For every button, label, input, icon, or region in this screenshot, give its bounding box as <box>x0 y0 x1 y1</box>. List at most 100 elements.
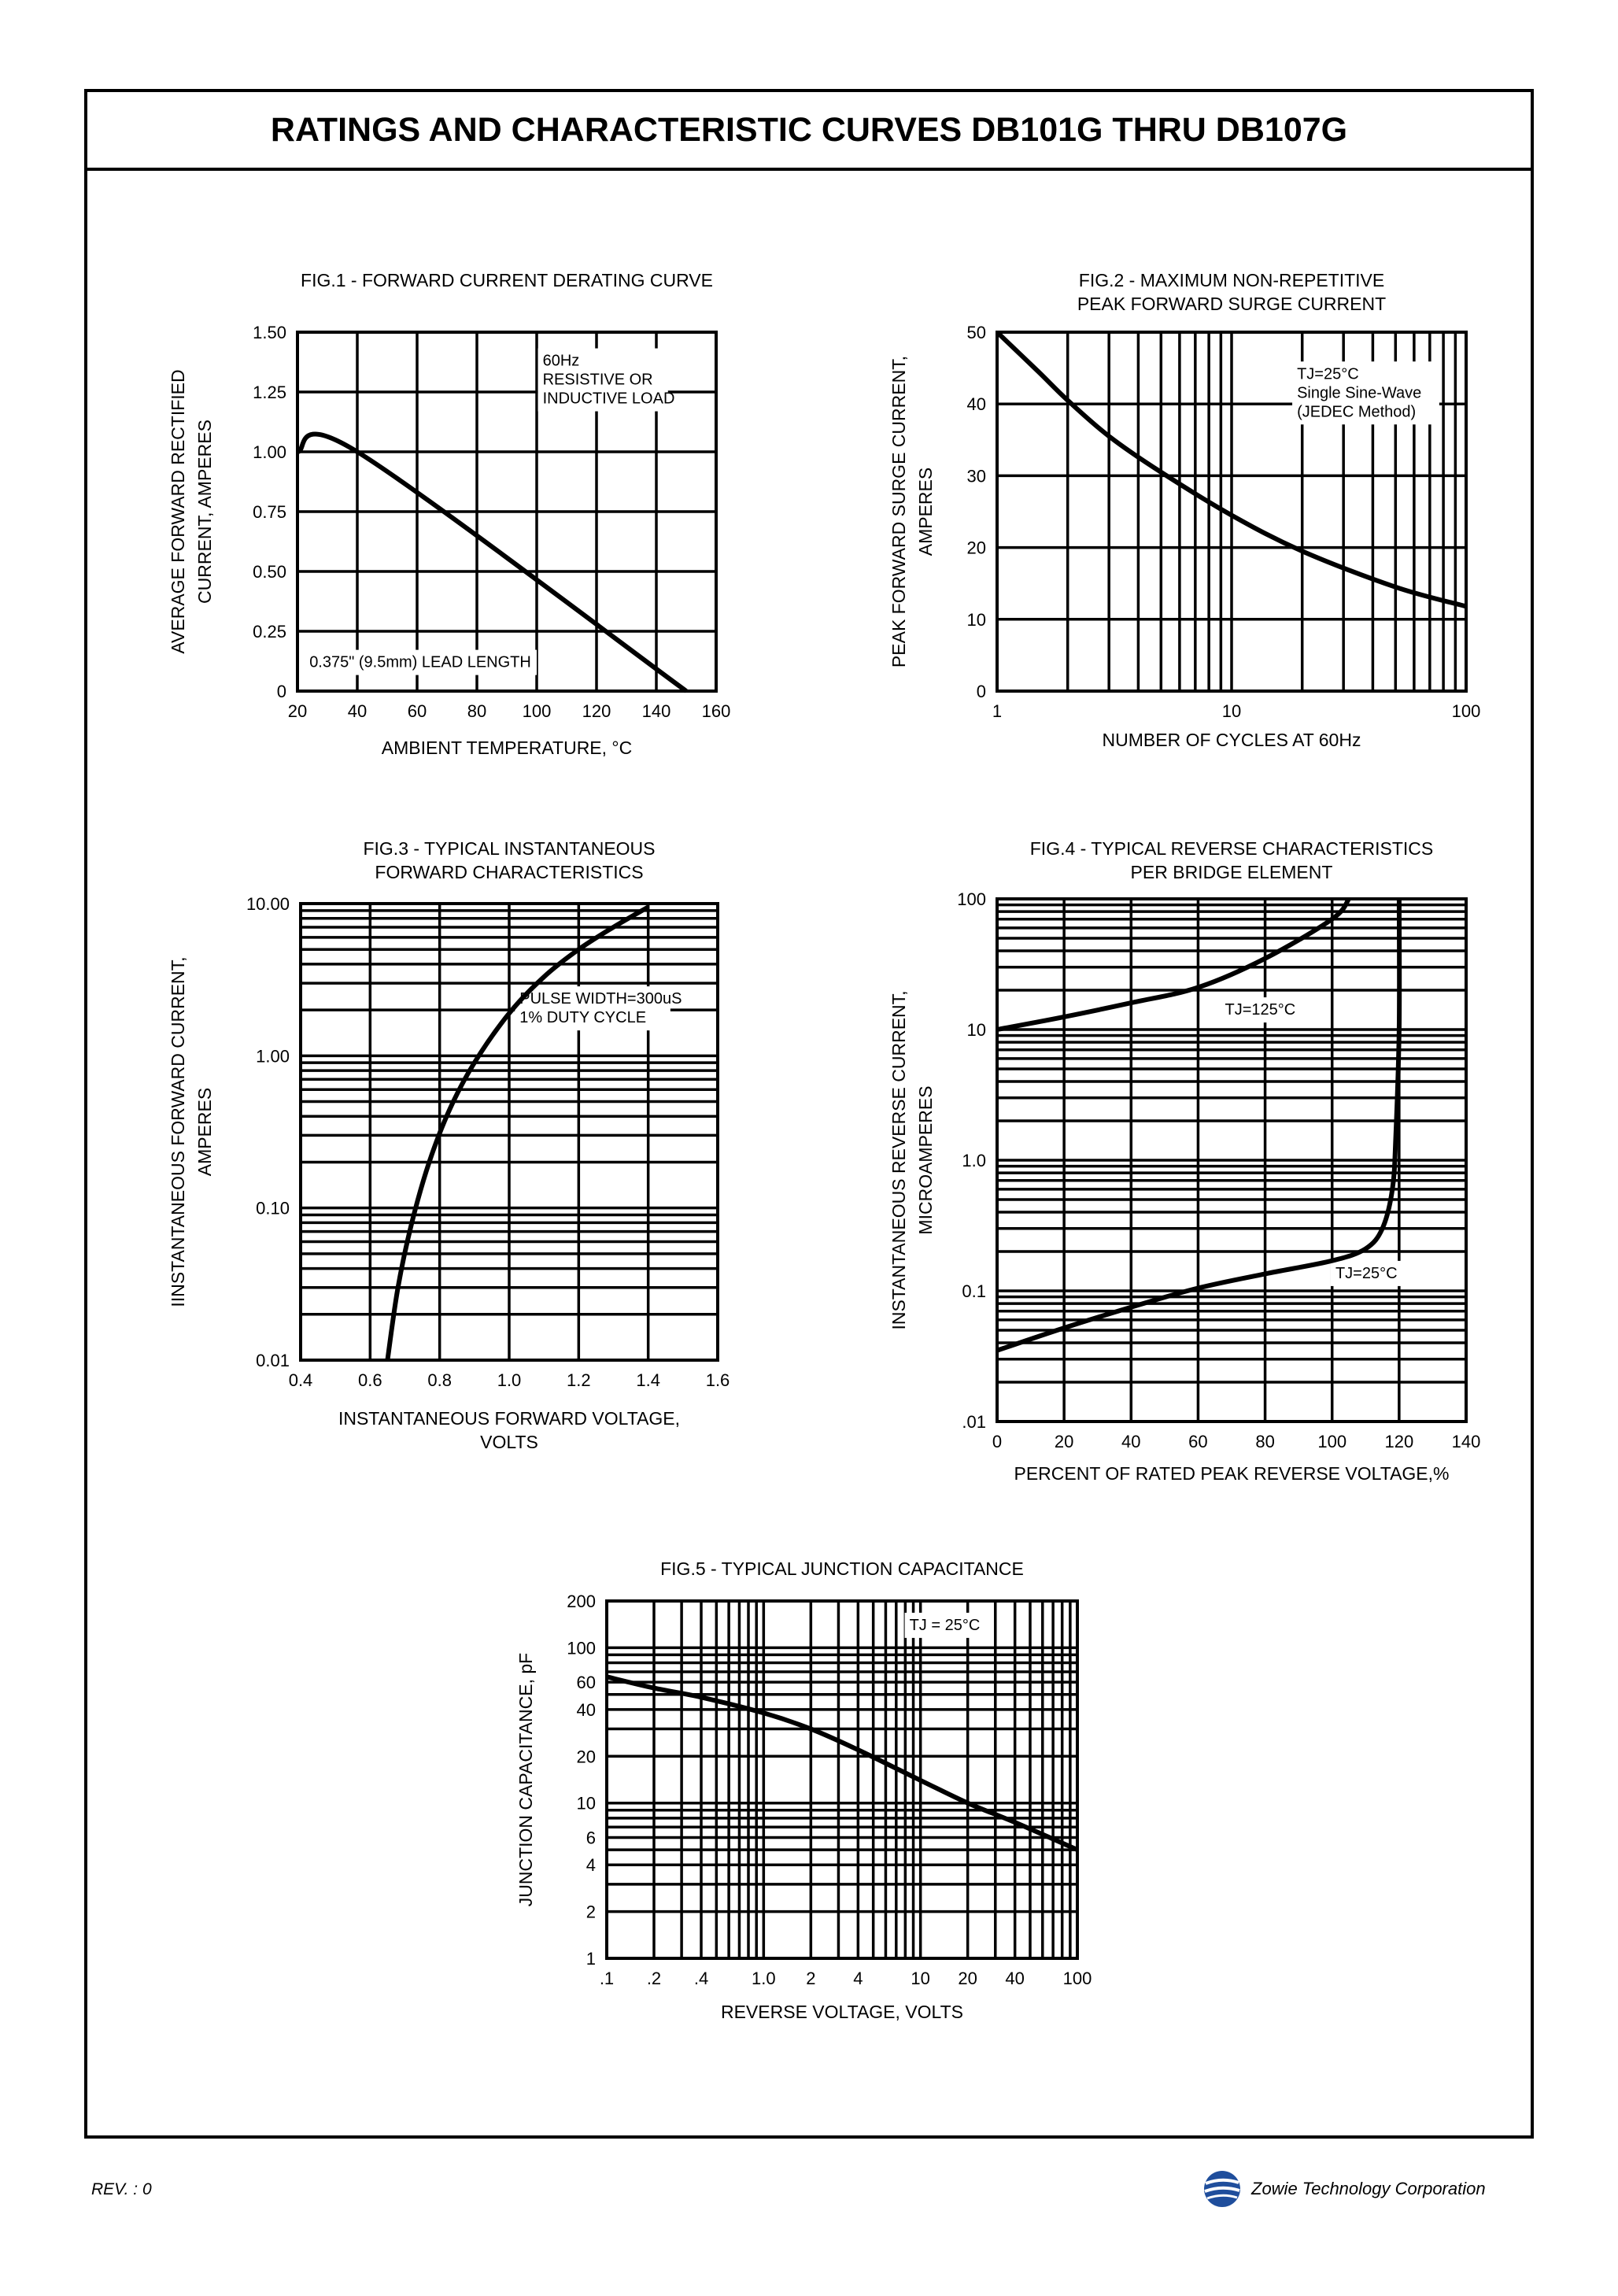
fig1-annotation-box <box>537 348 668 412</box>
fig4-annotation: TJ=125°C <box>1225 1001 1295 1019</box>
fig2-plot-border <box>996 331 1468 693</box>
fig5-ytick-label: 4 <box>586 1855 596 1875</box>
fig4-xtick-label: 60 <box>1188 1432 1207 1451</box>
fig4-plot-border <box>996 897 1468 1423</box>
fig1-xtick-label: 100 <box>523 701 552 721</box>
fig3-ytick-label: 0.01 <box>256 1351 290 1370</box>
fig1-ytick-label: 0.50 <box>253 562 286 582</box>
fig5-xtick-label: 40 <box>1005 1969 1024 1988</box>
fig3-xtick-label: 1.4 <box>636 1370 660 1390</box>
fig2-annotation: (JEDEC Method) <box>1297 403 1416 420</box>
fig5-xtick-label: 10 <box>911 1969 929 1988</box>
fig4-xtick-label: 0 <box>992 1432 1002 1451</box>
fig3-xlabel: VOLTS <box>480 1432 538 1452</box>
fig1-ytick-label: 0 <box>277 682 286 701</box>
fig2-ytick-label: 30 <box>967 466 986 486</box>
fig1-xtick-label: 140 <box>642 701 671 721</box>
fig3-chart: 0.4 0.6 0.8 1.0 1.2 1.4 1.6 0.01 0.10 1.00 10.00 FI… <box>168 838 730 1452</box>
fig5-series-line <box>606 1674 1079 1852</box>
fig3-series-line <box>385 904 650 1361</box>
fig4-xtick-label: 40 <box>1121 1432 1140 1451</box>
fig1-ytick-label: 1.00 <box>253 442 286 462</box>
fig1-annotation-box <box>305 649 537 675</box>
fig3-xlabel: INSTANTANEOUS FORWARD VOLTAGE, <box>338 1408 680 1429</box>
fig4-annotation-box <box>1220 997 1299 1023</box>
fig4-xlabel: PERCENT OF RATED PEAK REVERSE VOLTAGE,% <box>1014 1463 1450 1484</box>
fig4-title: FIG.4 - TYPICAL REVERSE CHARACTERISTICS <box>1030 838 1434 859</box>
fig5-ytick-label: 10 <box>577 1794 596 1814</box>
fig2-ytick-label: 20 <box>967 538 986 558</box>
fig5-xtick-label: 20 <box>958 1969 977 1988</box>
fig5-plot-border <box>605 1599 1079 1960</box>
fig2-title: FIG.2 - MAXIMUM NON-REPETITIVE <box>1079 270 1384 290</box>
fig5-ytick-label: 20 <box>577 1747 596 1766</box>
fig3-xtick-label: 0.8 <box>427 1370 452 1390</box>
fig3-ytick-label: 0.10 <box>256 1199 290 1218</box>
fig2-title: PEAK FORWARD SURGE CURRENT <box>1077 294 1386 314</box>
fig4-ylabel: INSTANTANEOUS REVERSE CURRENT, <box>888 990 909 1329</box>
fig1-annotation: RESISTIVE OR <box>543 372 653 389</box>
fig4-annotation-box <box>1330 1260 1402 1286</box>
fig3-annotation: 1% DUTY CYCLE <box>519 1009 646 1026</box>
page-title: RATINGS AND CHARACTERISTIC CURVES DB101G… <box>270 110 1348 149</box>
fig4-annotation: TJ=25°C <box>1335 1265 1398 1282</box>
page-frame: RATINGS AND CHARACTERISTIC CURVES DB101G… <box>84 89 1534 2139</box>
fig4-xtick-label: 100 <box>1317 1432 1346 1451</box>
fig2-ytick-label: 40 <box>967 394 986 414</box>
fig1-xtick-label: 160 <box>702 701 731 721</box>
fig5-ytick-label: 100 <box>567 1638 596 1658</box>
fig1-ylabel: CURRENT, AMPERES <box>194 420 215 604</box>
fig5-xlabel: REVERSE VOLTAGE, VOLTS <box>721 2002 963 2022</box>
fig4-xtick-label: 120 <box>1384 1432 1413 1451</box>
fig4-xtick-label: 20 <box>1055 1432 1073 1451</box>
fig3-ylabel: IINSTANTANEOUS FORWARD CURRENT, <box>168 956 188 1307</box>
fig2-ytick-label: 10 <box>967 610 986 630</box>
fig3-xtick-label: 1.6 <box>706 1370 730 1390</box>
fig1-xtick-label: 20 <box>288 701 307 721</box>
fig2-annotation-box <box>1292 361 1439 425</box>
fig3-annotation: PULSE WIDTH=300uS <box>519 990 682 1008</box>
fig5-ytick-label: 200 <box>567 1592 596 1611</box>
fig1-plot-border <box>296 331 718 693</box>
fig4-series-line <box>996 898 1402 1353</box>
fig1-series-line <box>297 431 688 693</box>
fig1-annotation: 0.375" (9.5mm) LEAD LENGTH <box>309 654 531 671</box>
fig5-ytick-label: 1 <box>586 1949 596 1969</box>
fig5-xtick-label: 2 <box>806 1969 815 1988</box>
fig3-title: FORWARD CHARACTERISTICS <box>375 862 643 882</box>
fig3-plot-border <box>299 902 719 1362</box>
fig4-xtick-label: 140 <box>1452 1432 1481 1451</box>
fig5-ytick-label: 6 <box>586 1828 596 1847</box>
fig5-annotation-box <box>904 1612 992 1638</box>
fig2-xtick-label: 1 <box>992 701 1002 721</box>
fig4-ytick-label: 10 <box>967 1020 986 1040</box>
title-bar: RATINGS AND CHARACTERISTIC CURVES DB101G… <box>87 92 1531 171</box>
fig1-annotation: 60Hz <box>543 353 580 370</box>
fig3-xtick-label: 1.0 <box>497 1370 522 1390</box>
fig5-xtick-label: 4 <box>853 1969 863 1988</box>
fig5-ytick-label: 60 <box>577 1673 596 1692</box>
fig2-ylabel: PEAK FORWARD SURGE CURRENT, <box>888 356 909 667</box>
fig4-ylabel: MICROAMPERES <box>915 1085 936 1234</box>
fig1-chart: 20 40 60 80 100 120 140 160 0 0.25 0.50 0.75 1.00 1.2… <box>168 270 730 758</box>
fig3-title: FIG.3 - TYPICAL INSTANTANEOUS <box>363 838 655 859</box>
fig5-annotation: TJ = 25°C <box>910 1617 981 1634</box>
fig5-xtick-label: 100 <box>1063 1969 1092 1988</box>
fig5-ytick-label: 40 <box>577 1700 596 1720</box>
fig2-ytick-label: 0 <box>977 682 986 701</box>
fig4-series-line <box>996 897 1351 1032</box>
fig2-annotation: TJ=25°C <box>1297 365 1359 383</box>
company-logo-icon <box>1204 2171 1240 2207</box>
fig2-xtick-label: 10 <box>1222 701 1241 721</box>
fig5-xtick-label: 1.0 <box>752 1969 776 1988</box>
fig3-xtick-label: 0.6 <box>358 1370 382 1390</box>
fig2-ytick-label: 50 <box>967 323 986 342</box>
fig3-annotation-box <box>515 986 670 1031</box>
fig5-xtick-label: .1 <box>600 1969 614 1988</box>
fig5-chart: .1 .2 .4 1.0 2 4 10 20 40 100 1 2 4 6 10 20 40 60 100 200 FI… <box>515 1558 1092 2022</box>
fig1-xlabel: AMBIENT TEMPERATURE, °C <box>382 738 632 758</box>
fig5-title: FIG.5 - TYPICAL JUNCTION CAPACITANCE <box>660 1558 1024 1579</box>
fig3-xtick-label: 0.4 <box>289 1370 313 1390</box>
fig5-xtick-label: .2 <box>647 1969 661 1988</box>
